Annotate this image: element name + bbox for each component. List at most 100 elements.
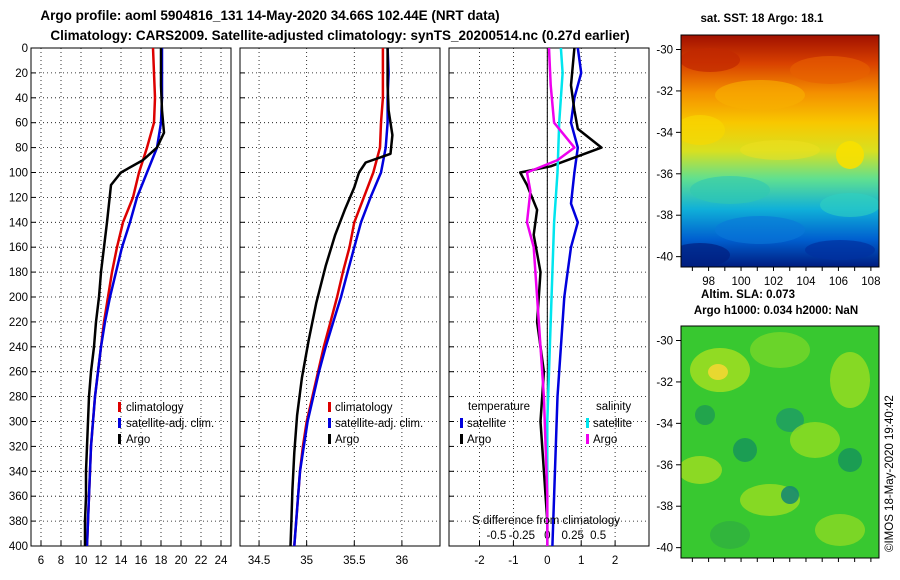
legend-label-climatology: climatology	[335, 402, 393, 414]
y-tick-label: 60	[15, 118, 28, 130]
series-line-argo	[289, 48, 394, 546]
series-line-temperature-satellite	[551, 48, 583, 546]
top-tick-label: -0.25	[509, 530, 535, 542]
sla-map-axes: -30 -32 -34 -36 -38 -40	[656, 336, 872, 562]
y-tick-label: 140	[9, 217, 28, 229]
x-tick-label: 24	[215, 555, 228, 567]
y-tick-label: 180	[9, 267, 28, 279]
map-y-tick-label: -30	[656, 45, 673, 57]
sla-map-image	[681, 326, 879, 558]
map-y-tick-label: -36	[656, 169, 673, 181]
temperature-panel: 6 8 10 12 14 16 18 20 22 240204060801001201401601…	[9, 43, 232, 567]
x-tick-label: 35.5	[343, 555, 365, 567]
y-tick-label: 220	[9, 317, 28, 329]
y-tick-label: 120	[9, 192, 28, 204]
series-line-climatology	[293, 48, 385, 546]
title-line-2: Climatology: CARS2009. Satellite-adjuste…	[50, 28, 629, 43]
x-tick-label: 1	[578, 555, 584, 567]
y-tick-label: 400	[9, 541, 28, 553]
legend-swatch-satellite	[118, 418, 121, 428]
legend-label-argo: Argo	[335, 434, 359, 446]
sst-map-texture	[681, 48, 879, 267]
legend-swatch-temp-argo	[460, 434, 463, 444]
legend-label-argo: Argo	[126, 434, 150, 446]
y-tick-label: 80	[15, 143, 28, 155]
legend-label-sal-satellite: satellite	[593, 418, 632, 430]
legend-swatch-temp-satellite	[460, 418, 463, 428]
map-y-tick-label: -38	[656, 501, 673, 513]
map-y-tick-label: -40	[656, 543, 673, 555]
sla-map-frame	[680, 325, 880, 559]
x-tick-label: 18	[155, 555, 168, 567]
y-tick-label: 320	[9, 441, 28, 453]
map-y-tick-label: -40	[656, 252, 673, 264]
sst-map-axes: -30 -32 -34 -36 -38 -40 98 100 102 104 106 108	[656, 45, 880, 289]
x-tick-label: 16	[135, 555, 148, 567]
x-tick-label: 34.5	[248, 555, 270, 567]
map-x-tick-label: 100	[731, 276, 750, 288]
y-tick-label: 0	[22, 43, 28, 55]
temperature-legend: climatology satellite-adj. clim. Argo	[118, 402, 214, 446]
x-tick-label: 14	[115, 555, 128, 567]
series-line-salinity-argo	[525, 48, 576, 546]
y-tick-label: 240	[9, 342, 28, 354]
y-tick-label: 280	[9, 392, 28, 404]
sst-map-title: sat. SST: 18 Argo: 18.1	[701, 13, 825, 25]
x-tick-label: 6	[38, 555, 44, 567]
legend-label-sal-argo: Argo	[593, 434, 617, 446]
y-tick-label: 380	[9, 516, 28, 528]
sst-map-image	[681, 35, 879, 267]
sla-map-title-2: Argo h1000: 0.034 h2000: NaN	[694, 305, 858, 317]
x-tick-label: 20	[175, 555, 188, 567]
title-line-1: Argo profile: aoml 5904816_131 14-May-20…	[40, 8, 499, 23]
map-x-tick-label: 104	[796, 276, 816, 288]
legend-label-satellite: satellite-adj. clim.	[335, 418, 423, 430]
series-line-temperature-argo	[518, 48, 603, 546]
watermark: ©IMOS 18-May-2020 19:40:42	[884, 395, 896, 552]
y-tick-label: 100	[9, 168, 28, 180]
sst-map-frame	[680, 34, 880, 268]
y-tick-label: 260	[9, 367, 28, 379]
y-tick-label: 40	[15, 93, 28, 105]
legend-label-climatology: climatology	[126, 402, 184, 414]
x-tick-label: 35	[300, 555, 313, 567]
salinity-legend: climatology satellite-adj. clim. Argo	[328, 402, 423, 446]
s-difference-label: S difference from climatology	[472, 515, 620, 527]
x-tick-label: 22	[195, 555, 208, 567]
map-y-tick-label: -32	[656, 377, 673, 389]
legend-swatch-sal-argo	[586, 434, 589, 444]
map-x-tick-label: 102	[764, 276, 783, 288]
legend-label-temp-argo: Argo	[467, 434, 491, 446]
x-tick-label: 12	[95, 555, 108, 567]
difference-legend: temperature salinity satellite Argo sate…	[460, 401, 632, 527]
series-line-salinity-satellite	[546, 48, 564, 546]
map-x-tick-label: 98	[702, 276, 715, 288]
legend-swatch-climatology	[118, 402, 121, 412]
legend-title-temperature: temperature	[468, 401, 530, 413]
y-tick-label: 20	[15, 68, 28, 80]
top-tick-label: 0.25	[562, 530, 584, 542]
x-tick-label: 8	[58, 555, 64, 567]
sla-map-title-1: Altim. SLA: 0.073	[701, 289, 795, 301]
x-tick-label: -1	[508, 555, 518, 567]
x-tick-label: 2	[612, 555, 618, 567]
x-tick-label: 10	[75, 555, 88, 567]
map-x-tick-label: 106	[829, 276, 848, 288]
series-group	[289, 48, 394, 546]
difference-panel: -2 -1 0 1 2-0.5 -0.25 0 0.25 0.5	[448, 47, 650, 567]
map-y-tick-label: -34	[656, 127, 673, 139]
series-line-satellite-adj-clim-	[85, 48, 164, 546]
top-tick-label: 0.5	[590, 530, 606, 542]
map-y-tick-label: -30	[656, 336, 673, 348]
map-y-tick-label: -34	[656, 418, 673, 430]
salinity-panel: 34.5 35 35.5 36	[239, 47, 441, 567]
map-y-tick-label: -36	[656, 460, 673, 472]
legend-swatch-climatology	[328, 402, 331, 412]
legend-swatch-argo	[118, 434, 121, 444]
map-x-tick-label: 108	[861, 276, 880, 288]
x-tick-label: 36	[396, 555, 409, 567]
legend-label-temp-satellite: satellite	[467, 418, 506, 430]
top-tick-label: -0.5	[487, 530, 507, 542]
map-y-tick-label: -32	[656, 86, 673, 98]
